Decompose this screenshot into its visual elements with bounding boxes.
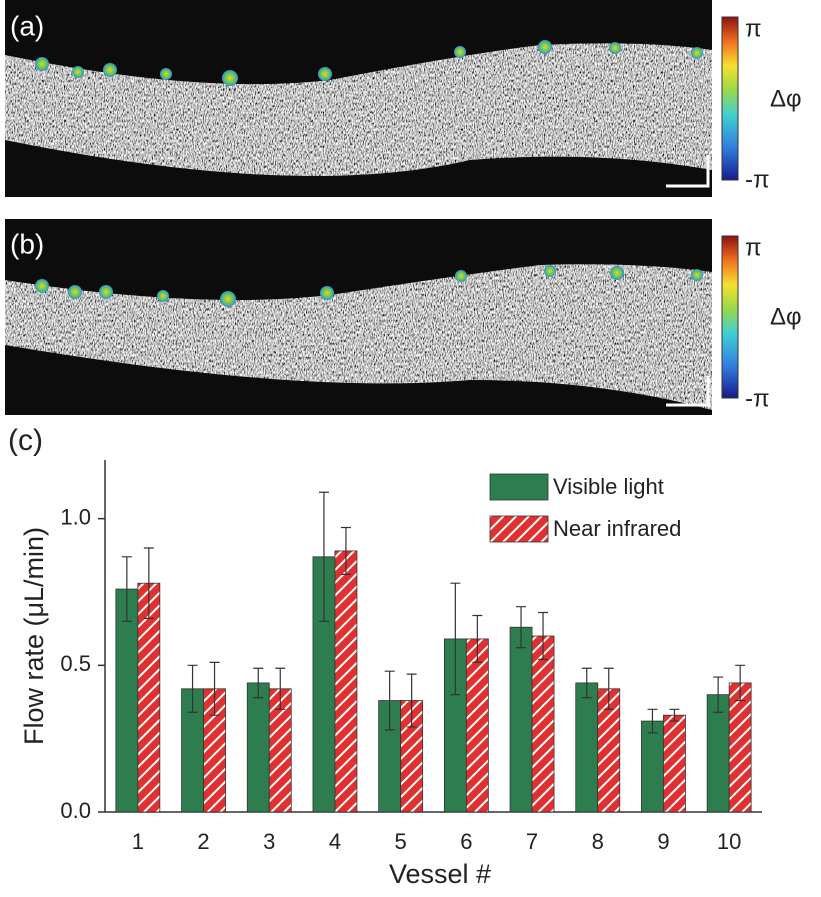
colorbar-min: -π (745, 385, 770, 412)
error-bar (384, 670, 395, 731)
y-tick-label: 0.5 (60, 651, 91, 676)
error-bar (450, 582, 461, 696)
bar (115, 588, 139, 813)
y-axis-title: Flow rate (μL/min) (19, 527, 49, 745)
x-tick-label: 3 (263, 829, 275, 854)
colorbar (721, 16, 739, 181)
legend-swatch (489, 473, 549, 501)
panel-a: (a) π Δφ -π (5, 0, 802, 197)
legend-swatch (489, 515, 549, 543)
x-tick-label: 9 (657, 829, 669, 854)
error-bar (472, 614, 483, 663)
error-bar (187, 664, 198, 713)
bar (728, 682, 752, 813)
bar (531, 635, 555, 813)
x-tick-label: 1 (132, 829, 144, 854)
error-bar (209, 661, 220, 716)
panel-label: (c) (8, 424, 43, 457)
error-bar (603, 667, 614, 710)
x-axis-title: Vessel # (389, 859, 491, 889)
panel-b: (b) π Δφ -π (5, 219, 802, 415)
x-tick-label: 2 (197, 829, 209, 854)
panel-label: (b) (10, 228, 44, 259)
legend-label: Visible light (553, 474, 664, 499)
x-tick-label: 7 (526, 829, 538, 854)
bar (663, 714, 686, 813)
retina-layer (5, 43, 712, 177)
error-bar (253, 667, 264, 699)
legend-label: Near infrared (553, 516, 681, 541)
x-tick-label: 5 (395, 829, 407, 854)
error-bar (647, 708, 658, 734)
y-tick-label: 0.0 (60, 798, 91, 823)
vessel-dots (35, 40, 703, 86)
error-bar (516, 606, 527, 649)
bar (575, 682, 599, 813)
y-tick-label: 1.0 (60, 504, 91, 529)
x-tick-label: 6 (460, 829, 472, 854)
bar (509, 626, 533, 813)
error-bar (275, 667, 286, 710)
retina-layer (5, 264, 712, 410)
bar (465, 638, 489, 813)
colorbar-name: Δφ (770, 303, 802, 330)
bar (246, 682, 270, 813)
error-bar (340, 526, 351, 575)
colorbar-name: Δφ (770, 85, 802, 112)
error-bar (669, 708, 680, 722)
colorbar-max: π (745, 15, 762, 42)
x-tick-label: 10 (717, 829, 741, 854)
error-bar (143, 547, 154, 619)
error-bar (713, 676, 724, 713)
error-bar (121, 556, 132, 622)
error-bar (735, 664, 746, 702)
x-tick-label: 8 (592, 829, 604, 854)
error-bar (581, 667, 592, 699)
colorbar-min: -π (745, 166, 770, 193)
x-tick-label: 4 (329, 829, 341, 854)
colorbar (721, 235, 739, 399)
error-bar (318, 491, 329, 622)
vessel-dots (35, 265, 703, 307)
error-bar (406, 673, 417, 728)
error-bar (538, 611, 549, 661)
panel-label: (a) (10, 10, 44, 41)
bar (641, 720, 664, 813)
colorbar-max: π (745, 234, 762, 261)
bar (334, 550, 358, 813)
